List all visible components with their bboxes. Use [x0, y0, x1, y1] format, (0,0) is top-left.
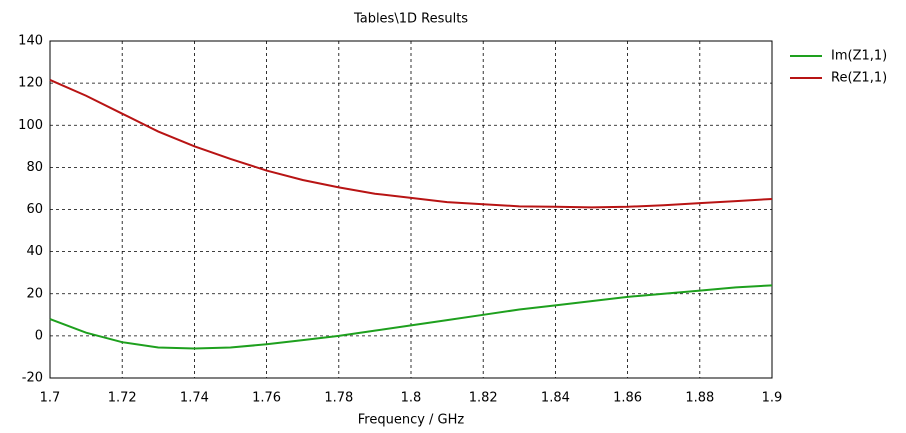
x-tick-label: 1.8 — [401, 391, 422, 406]
y-tick-label: 80 — [26, 160, 43, 175]
y-tick-label: 60 — [26, 202, 43, 217]
series-line — [49, 79, 773, 209]
x-tick-label: 1.88 — [685, 391, 714, 406]
y-tick-label: 40 — [26, 244, 43, 259]
legend-label: Re(Z1,1) — [831, 71, 887, 86]
x-tick-label: 1.84 — [541, 391, 570, 406]
x-tick-label: 1.86 — [613, 391, 642, 406]
x-axis-label: Frequency / GHz — [358, 413, 465, 428]
x-tick-label: 1.74 — [180, 391, 209, 406]
y-tick-label: 120 — [18, 76, 43, 91]
y-tick-label: 100 — [18, 118, 43, 133]
x-tick-label: 1.82 — [469, 391, 498, 406]
x-tick-label: 1.78 — [324, 391, 353, 406]
y-tick-label: -20 — [22, 371, 43, 386]
x-tick-label: 1.7 — [40, 391, 61, 406]
legend-label: Im(Z1,1) — [831, 49, 887, 64]
x-tick-label: 1.76 — [252, 391, 281, 406]
x-tick-label: 1.9 — [762, 391, 783, 406]
y-tick-label: 140 — [18, 34, 43, 49]
y-tick-label: 20 — [26, 286, 43, 301]
y-tick-label: 0 — [35, 328, 43, 343]
chart-title: Tables\1D Results — [353, 12, 468, 27]
plot-frame — [49, 40, 773, 379]
x-tick-label: 1.72 — [108, 391, 137, 406]
series-line — [49, 284, 773, 350]
